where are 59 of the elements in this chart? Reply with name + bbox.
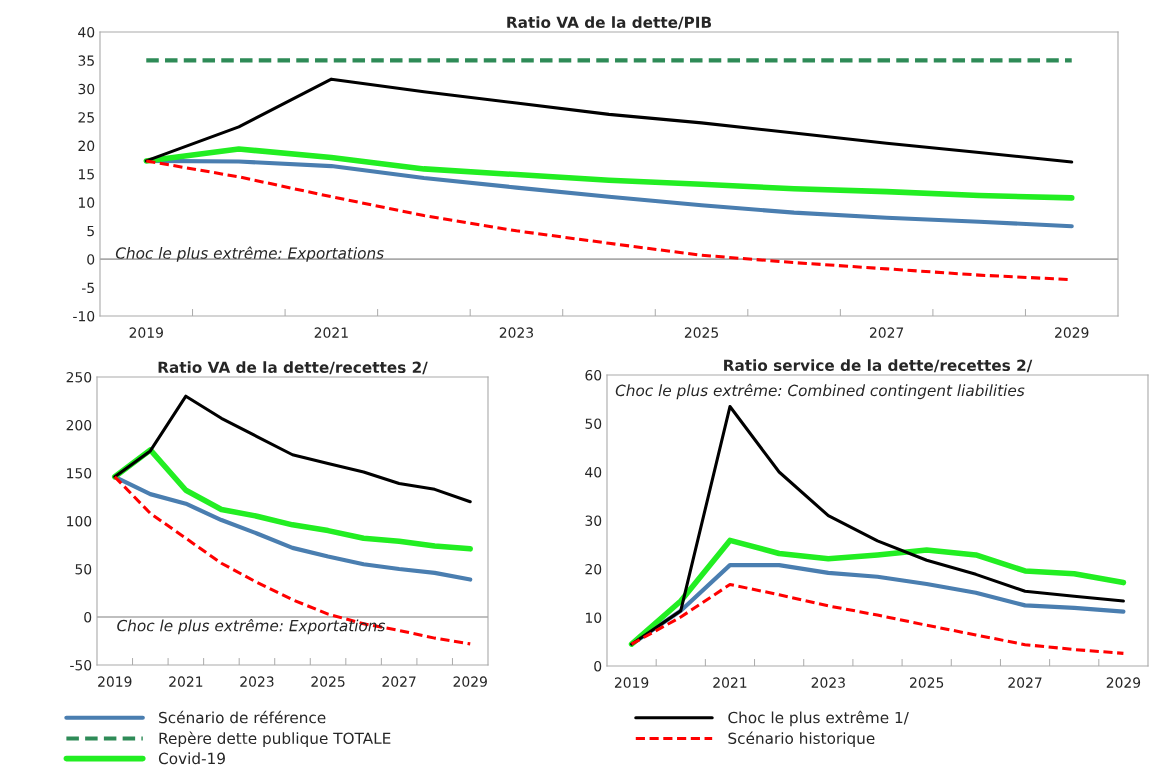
line-series (113, 394, 472, 504)
x-tick-label: 2021 (713, 677, 747, 688)
legend-label: Covid-19 (158, 752, 225, 765)
x-tick-label: 2019 (98, 676, 132, 687)
y-tick-label: -10 (73, 310, 95, 322)
y-tick-label: -50 (70, 659, 92, 671)
y-tick-label: 10 (78, 197, 95, 208)
legend-label: Scénario historique (728, 731, 875, 747)
y-tick-label: 30 (78, 83, 95, 95)
y-tick-label: 0 (87, 254, 95, 265)
y-tick-label: 60 (585, 369, 602, 381)
chart-title: Ratio VA de la dette/recettes 2/ (158, 361, 428, 375)
x-tick-label: 2029 (1106, 677, 1141, 688)
x-tick-label: 2025 (311, 676, 345, 687)
y-tick-label: 10 (585, 612, 602, 623)
y-tick-label: 50 (585, 418, 602, 429)
annotation: Choc le plus extrême: Combined contingent liabilities (615, 383, 1025, 400)
x-tick-label: 2023 (811, 677, 845, 688)
x-tick-label: 2019 (129, 327, 163, 338)
x-tick-label: 2021 (169, 676, 203, 687)
line-series (630, 582, 1125, 655)
y-tick-label: -5 (81, 282, 94, 294)
chart-title: Ratio VA de la dette/PIB (507, 16, 712, 30)
y-tick-label: 20 (585, 563, 602, 575)
x-tick-label: 2021 (314, 327, 348, 338)
annotation: Choc le plus extrême: Exportations (115, 246, 384, 262)
x-tick-label: 2027 (869, 327, 904, 338)
legend-label: Scénario de référence (159, 710, 326, 724)
y-tick-label: 0 (84, 611, 92, 623)
y-tick-label: 25 (78, 112, 94, 123)
y-tick-label: 250 (66, 371, 92, 383)
y-tick-label: 20 (78, 140, 95, 152)
annotation: Choc le plus extrême: Exportations (117, 618, 386, 635)
line-series (113, 475, 472, 646)
x-tick-label: 2023 (240, 676, 274, 687)
chart-title: Ratio service de la dette/recettes 2/ (724, 359, 1033, 373)
x-tick-label: 2029 (453, 676, 487, 687)
y-tick-label: 150 (67, 467, 92, 479)
x-tick-label: 2019 (614, 677, 649, 688)
y-tick-label: 15 (78, 169, 94, 180)
x-tick-label: 2027 (1008, 677, 1042, 688)
y-tick-label: 5 (87, 225, 94, 237)
x-tick-label: 2023 (499, 327, 534, 338)
y-tick-label: 35 (78, 55, 94, 66)
x-tick-label: 2025 (684, 327, 719, 338)
line-series (144, 77, 1074, 164)
y-tick-label: 30 (585, 515, 602, 526)
y-tick-label: 40 (78, 26, 95, 38)
legend-label: Repère dette publique TOTALE (159, 731, 391, 747)
x-tick-label: 2029 (1055, 327, 1089, 338)
line-series (630, 404, 1125, 646)
legend-label: Choc le plus extrême 1/ (728, 710, 909, 727)
y-tick-label: 200 (66, 419, 92, 431)
y-tick-label: 100 (67, 515, 92, 527)
y-tick-label: 50 (75, 563, 92, 575)
y-tick-label: 40 (585, 466, 602, 478)
x-tick-label: 2025 (910, 677, 944, 688)
y-tick-label: 0 (594, 660, 602, 672)
x-tick-label: 2027 (382, 676, 416, 687)
